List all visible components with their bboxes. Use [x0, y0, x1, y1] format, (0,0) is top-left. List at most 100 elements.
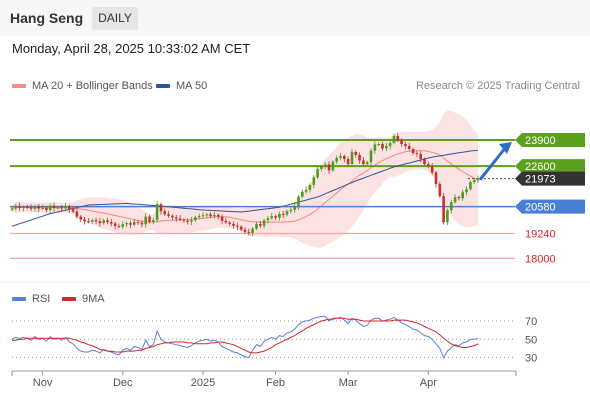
candle-body [33, 206, 37, 209]
candle-body [167, 214, 170, 216]
candle-body [132, 221, 136, 225]
candle-body [293, 206, 296, 210]
candle-body [174, 217, 178, 219]
level-text-23900: 23900 [525, 135, 556, 147]
legend-ma20: MA 20 + Bollinger Bands [12, 80, 153, 92]
candle-body [407, 146, 411, 149]
candle [278, 211, 281, 221]
level-text-18000: 18000 [525, 253, 556, 265]
level-label-23900: 23900 [515, 133, 585, 147]
candle [339, 152, 342, 161]
level-label-22600: 22600 [515, 159, 585, 174]
legend-ma50-label: MA 50 [176, 80, 208, 92]
candle-body [316, 168, 319, 178]
candle-body [430, 166, 434, 173]
x-tick-label-Nov: Nov [33, 377, 53, 389]
candle [140, 220, 144, 228]
candle-body [469, 182, 472, 190]
candle [155, 200, 159, 223]
candle [308, 183, 312, 193]
candle-body [125, 223, 128, 225]
candle-body [48, 205, 52, 210]
candle [26, 204, 29, 210]
candle [385, 142, 388, 152]
candle-body [140, 222, 144, 225]
candle [228, 220, 231, 227]
candle-body [144, 216, 147, 225]
candle [129, 220, 132, 229]
candle-body [29, 207, 33, 209]
candle [186, 218, 189, 225]
candle [373, 141, 377, 155]
candle [14, 203, 18, 211]
candle [255, 221, 258, 231]
candle-body [453, 197, 457, 203]
candle [159, 202, 163, 215]
candle-body [259, 224, 262, 226]
candle [171, 214, 174, 221]
candle-body [220, 216, 224, 221]
candle-body [270, 216, 273, 219]
candle [182, 218, 186, 223]
candle [442, 192, 445, 225]
candle [125, 221, 128, 228]
candle-body [472, 180, 476, 183]
candle [350, 148, 354, 167]
candle-body [90, 220, 94, 222]
candle [10, 207, 14, 212]
candle [117, 223, 121, 229]
forecast-arrow-head [499, 142, 512, 154]
candle-body [113, 223, 117, 226]
candle-body [369, 150, 373, 163]
candle [197, 213, 201, 220]
last-price-text: 21973 [525, 174, 556, 186]
candle-body [26, 207, 29, 208]
level-tag-20580 [515, 199, 585, 214]
candle [365, 160, 369, 167]
candle [457, 195, 461, 201]
candle [87, 218, 90, 224]
candle [243, 227, 247, 235]
candle [358, 152, 361, 164]
candle [37, 204, 40, 213]
candle [178, 215, 182, 222]
candle-body [404, 144, 407, 146]
level-tag-22600 [515, 159, 585, 174]
candle-body [102, 220, 105, 224]
candle-body [415, 153, 419, 154]
candle [430, 162, 434, 176]
candle-body [419, 154, 422, 159]
candle-body [427, 164, 430, 167]
candle-body [60, 207, 63, 209]
candle-body [171, 215, 174, 218]
candle [113, 221, 117, 230]
candle-body [110, 222, 113, 224]
candle [316, 165, 319, 179]
candle-body [106, 220, 109, 223]
rsi-tick-label-70: 70 [525, 316, 537, 328]
level-label-19240: 19240 [525, 229, 556, 241]
candle [22, 205, 25, 212]
candle [71, 206, 75, 214]
candle-body [392, 136, 396, 143]
candle-body [323, 164, 327, 167]
rsi-line [11, 315, 479, 359]
candle-body [239, 226, 243, 230]
candle [247, 228, 251, 236]
candle-body [22, 207, 25, 208]
candle-body [83, 219, 86, 222]
candle [262, 218, 266, 229]
candle [224, 217, 228, 225]
candle [381, 141, 384, 151]
last-price-tag [515, 171, 585, 186]
candle-body [152, 220, 155, 222]
candle [45, 206, 48, 213]
candle-body [236, 225, 239, 227]
candle-body [446, 210, 449, 223]
timeframe-daily-button[interactable]: DAILY [92, 7, 138, 30]
candle-body [373, 144, 377, 151]
ma50-swatch [156, 84, 170, 88]
candle [106, 217, 109, 225]
candle-body [129, 223, 132, 225]
forecast-arrow-shaft [478, 146, 508, 181]
